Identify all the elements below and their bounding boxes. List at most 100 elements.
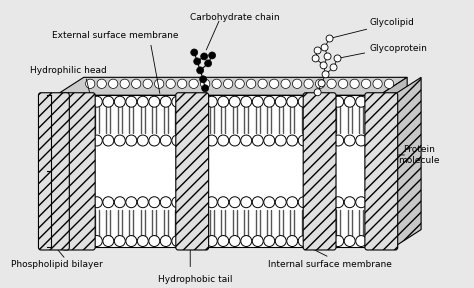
Circle shape <box>206 236 217 247</box>
Circle shape <box>356 197 367 208</box>
Circle shape <box>298 96 309 107</box>
Circle shape <box>91 96 102 107</box>
Circle shape <box>160 236 171 247</box>
Circle shape <box>137 96 148 107</box>
Circle shape <box>312 55 319 62</box>
Text: External surface membrane: External surface membrane <box>52 31 179 40</box>
Circle shape <box>252 197 263 208</box>
Circle shape <box>235 79 244 88</box>
FancyBboxPatch shape <box>63 93 95 250</box>
Circle shape <box>344 197 355 208</box>
Circle shape <box>114 197 125 208</box>
Circle shape <box>212 79 221 88</box>
Circle shape <box>241 96 252 107</box>
Circle shape <box>298 236 309 247</box>
Text: Internal surface membrane: Internal surface membrane <box>268 260 392 269</box>
Circle shape <box>361 79 371 88</box>
Circle shape <box>287 96 298 107</box>
Polygon shape <box>393 77 421 247</box>
Circle shape <box>160 197 171 208</box>
Circle shape <box>183 96 194 107</box>
Circle shape <box>114 96 125 107</box>
Circle shape <box>137 135 148 146</box>
Circle shape <box>287 236 298 247</box>
Circle shape <box>149 236 160 247</box>
Circle shape <box>321 44 328 51</box>
Circle shape <box>91 135 102 146</box>
Circle shape <box>183 236 194 247</box>
Circle shape <box>344 236 355 247</box>
Circle shape <box>114 236 125 247</box>
Circle shape <box>344 96 355 107</box>
Circle shape <box>287 135 298 146</box>
Circle shape <box>373 79 382 88</box>
Circle shape <box>183 135 194 146</box>
Circle shape <box>298 197 309 208</box>
Circle shape <box>201 85 209 92</box>
FancyBboxPatch shape <box>176 93 209 250</box>
Circle shape <box>206 197 217 208</box>
Circle shape <box>218 135 229 146</box>
Circle shape <box>334 55 341 62</box>
Circle shape <box>178 79 187 88</box>
Circle shape <box>195 135 206 146</box>
Circle shape <box>68 197 79 208</box>
Circle shape <box>91 197 102 208</box>
Circle shape <box>252 236 263 247</box>
Circle shape <box>149 197 160 208</box>
Circle shape <box>218 236 229 247</box>
Circle shape <box>310 197 321 208</box>
Circle shape <box>252 96 263 107</box>
Circle shape <box>209 52 216 59</box>
Circle shape <box>57 197 68 208</box>
Circle shape <box>333 236 344 247</box>
Circle shape <box>103 197 114 208</box>
Circle shape <box>172 135 183 146</box>
Circle shape <box>57 135 68 146</box>
Circle shape <box>356 236 367 247</box>
Circle shape <box>321 236 332 247</box>
Circle shape <box>68 236 79 247</box>
Circle shape <box>149 96 160 107</box>
Circle shape <box>195 236 206 247</box>
Circle shape <box>149 135 160 146</box>
Circle shape <box>172 236 183 247</box>
Circle shape <box>109 79 118 88</box>
Circle shape <box>126 96 137 107</box>
Circle shape <box>205 60 211 67</box>
Circle shape <box>114 135 125 146</box>
Circle shape <box>195 197 206 208</box>
Circle shape <box>68 96 79 107</box>
Circle shape <box>91 236 102 247</box>
Circle shape <box>241 135 252 146</box>
Circle shape <box>223 79 233 88</box>
Circle shape <box>333 96 344 107</box>
Circle shape <box>137 236 148 247</box>
Text: Hydrophilic head: Hydrophilic head <box>30 66 107 75</box>
Circle shape <box>68 135 79 146</box>
Circle shape <box>384 79 394 88</box>
Circle shape <box>275 135 286 146</box>
Circle shape <box>321 135 332 146</box>
Circle shape <box>126 135 137 146</box>
Circle shape <box>252 135 263 146</box>
Circle shape <box>103 96 114 107</box>
Circle shape <box>246 79 256 88</box>
Circle shape <box>326 35 333 42</box>
Text: Carbohydrate chain: Carbohydrate chain <box>190 13 280 22</box>
Circle shape <box>321 197 332 208</box>
Circle shape <box>310 96 321 107</box>
Circle shape <box>304 79 313 88</box>
Circle shape <box>126 236 137 247</box>
Circle shape <box>344 135 355 146</box>
Text: Protein
molecule: Protein molecule <box>398 145 440 165</box>
Circle shape <box>315 79 325 88</box>
Circle shape <box>126 197 137 208</box>
Circle shape <box>275 236 286 247</box>
Circle shape <box>229 197 240 208</box>
Circle shape <box>229 236 240 247</box>
Circle shape <box>80 96 91 107</box>
Circle shape <box>218 197 229 208</box>
Circle shape <box>241 236 252 247</box>
Text: Glycolipid: Glycolipid <box>369 18 414 27</box>
